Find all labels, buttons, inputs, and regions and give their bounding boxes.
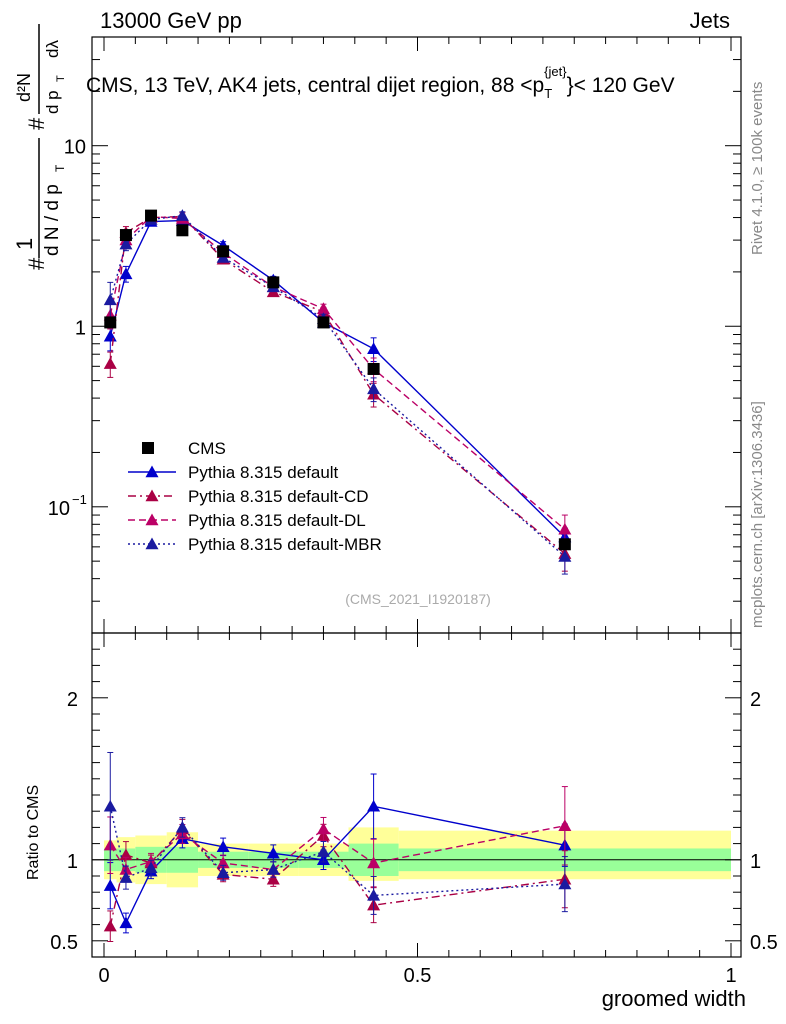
- ratio-point: [266, 872, 280, 885]
- series-point: [175, 209, 189, 221]
- svg-text:1: 1: [12, 238, 37, 250]
- x-axis-label: groomed width: [602, 986, 746, 1011]
- legend-marker: [145, 465, 159, 478]
- svg-text:T: T: [53, 164, 67, 172]
- svg-text:d²N: d²N: [14, 73, 34, 102]
- ratio-point: [103, 799, 117, 812]
- series-point: [316, 302, 330, 314]
- ratio-point: [119, 916, 133, 929]
- plot-title: CMS, 13 TeV, AK4 jets, central dijet reg…: [86, 64, 675, 101]
- ratio-panel: 0.5 0.5 1 1 2 2: [50, 632, 778, 958]
- ratio-point: [103, 919, 117, 932]
- ratio-point: [367, 799, 381, 812]
- series-point: [119, 237, 133, 250]
- ratio-point: [558, 877, 572, 890]
- legend-marker: [145, 513, 159, 526]
- ratio-point: [558, 819, 572, 831]
- ratio-tick-label-left: 2: [67, 689, 78, 711]
- legend-marker-cms: [142, 442, 154, 454]
- ratio-point: [216, 856, 230, 869]
- data-point: [176, 224, 189, 237]
- data-point: [217, 245, 230, 258]
- legend-label: Pythia 8.315 default-DL: [188, 511, 366, 530]
- series-point: [103, 293, 117, 306]
- series-point: [367, 382, 381, 395]
- ratio-y-label: Ratio to CMS: [25, 785, 42, 880]
- x-tick-label: 0.5: [404, 965, 432, 987]
- legend-label: CMS: [188, 439, 226, 458]
- ratio-frame: [91, 632, 742, 958]
- data-point: [104, 316, 117, 329]
- series-point: [558, 550, 572, 562]
- rivet-label: Rivet 4.1.0, ≥ 100k events: [749, 82, 766, 255]
- series-point: [558, 522, 572, 535]
- svg-text:#: #: [24, 117, 49, 130]
- ratio-point: [119, 871, 133, 883]
- y-tick-label: 10: [64, 137, 86, 159]
- y-tick-label-exp: −1: [72, 492, 87, 507]
- ratio-point: [316, 845, 330, 857]
- y-tick-label: 1: [75, 317, 86, 339]
- svg-text:d p: d p: [43, 90, 62, 114]
- ratio-point: [216, 866, 230, 878]
- series-point: [103, 329, 117, 342]
- data-point: [267, 276, 280, 289]
- ratio-point: [144, 861, 158, 874]
- series-point: [103, 357, 117, 369]
- analysis-id: (CMS_2021_I1920187): [345, 591, 491, 607]
- ratio-point: [367, 888, 381, 901]
- data-point: [145, 209, 158, 222]
- ratio-point: [119, 848, 133, 861]
- ratio-point: [316, 822, 330, 835]
- svg-text:d N / d p: d N / d p: [42, 184, 63, 256]
- series-point: [119, 267, 133, 280]
- ratio-tick-label-left: 0.5: [50, 932, 78, 954]
- y-tick-label: 10: [48, 498, 70, 520]
- data-point: [317, 316, 330, 329]
- ratio-point: [266, 846, 280, 859]
- ratio-series-line: [109, 827, 565, 927]
- legend-marker: [145, 537, 159, 550]
- series-line: [109, 215, 566, 530]
- x-tick-label: 1: [725, 965, 736, 987]
- data-point: [119, 229, 132, 242]
- svg-text:#: #: [24, 257, 49, 270]
- ratio-tick-label-left: 1: [67, 851, 78, 873]
- y-axis-label: # 1 d N / d p T # d²N d p T dλ: [12, 24, 67, 270]
- svg-text:dλ: dλ: [43, 40, 62, 58]
- ratio-tick-label-right: 1: [750, 851, 761, 873]
- header-right: Jets: [690, 8, 730, 33]
- ratio-point: [103, 879, 117, 891]
- ratio-point: [367, 856, 381, 869]
- ratio-tick-label-right: 0.5: [750, 932, 778, 954]
- legend-label: Pythia 8.315 default: [188, 463, 339, 482]
- x-tick-label: 0: [98, 965, 109, 987]
- ratio-series-line: [109, 806, 565, 897]
- ratio-point: [266, 863, 280, 875]
- svg-text:T: T: [55, 75, 67, 82]
- header-left: 13000 GeV pp: [100, 8, 242, 33]
- ratio-point: [216, 840, 230, 853]
- ratio-point: [175, 820, 189, 833]
- legend: CMS Pythia 8.315 default Pythia 8.315 defa…: [128, 439, 382, 554]
- series-point: [367, 342, 381, 355]
- data-point: [558, 538, 571, 551]
- mcplots-label: mcplots.cern.ch [arXiv:1306.3436]: [749, 401, 766, 628]
- legend-marker: [145, 489, 159, 502]
- ratio-tick-label-right: 2: [750, 689, 761, 711]
- legend-label: Pythia 8.315 default-CD: [188, 487, 369, 506]
- legend-label: Pythia 8.315 default-MBR: [188, 535, 382, 554]
- data-point: [367, 362, 380, 375]
